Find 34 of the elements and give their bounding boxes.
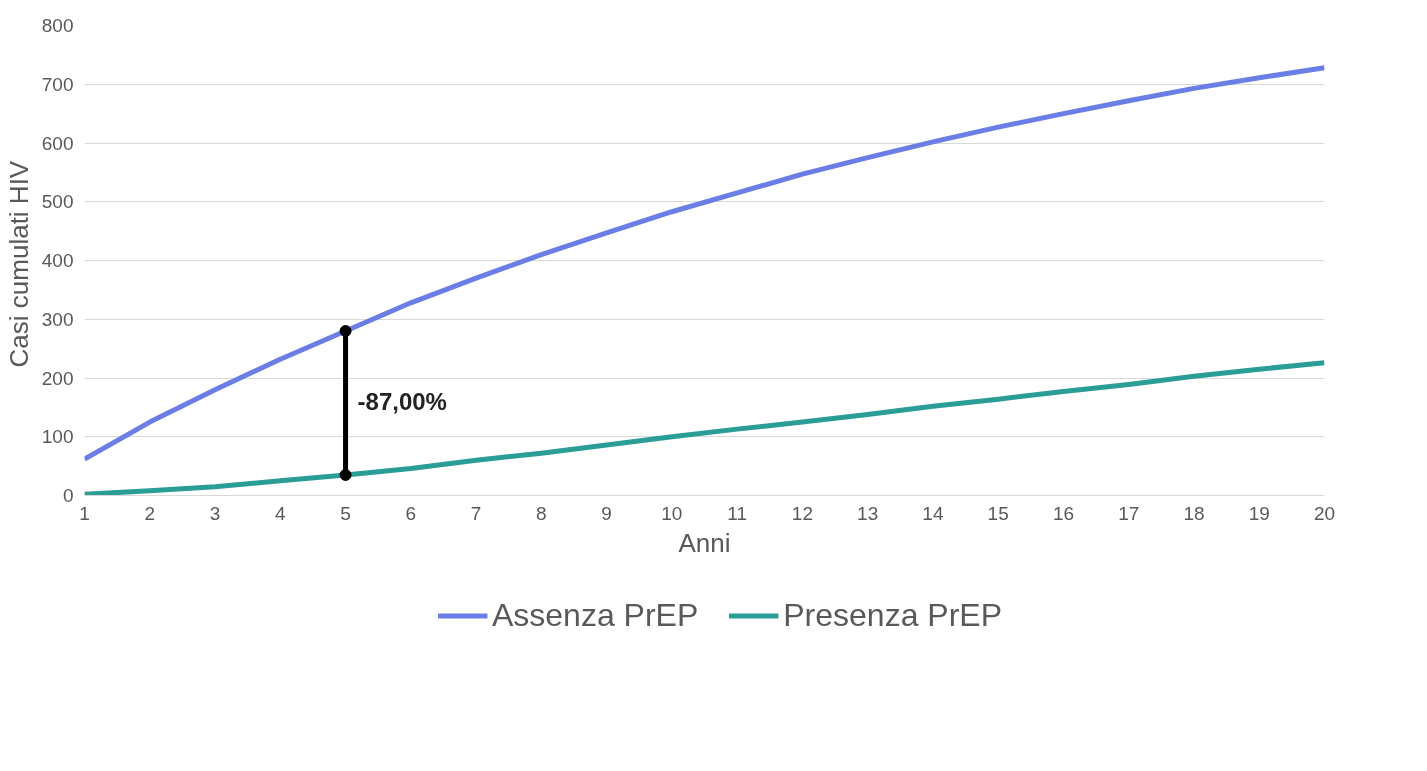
x-tick-label: 11 xyxy=(727,502,747,524)
y-tick-label: 100 xyxy=(41,426,74,448)
x-tick-label: 19 xyxy=(1248,502,1270,524)
x-axis-title: Anni xyxy=(678,527,731,558)
y-tick-label: 200 xyxy=(41,367,74,389)
x-tick-label: 8 xyxy=(536,502,547,524)
x-tick-label: 20 xyxy=(1313,502,1336,524)
y-tick-label: 600 xyxy=(41,132,74,154)
x-tick-label: 3 xyxy=(209,502,221,524)
x-tick-label: 17 xyxy=(1118,502,1140,524)
x-tick-label: 12 xyxy=(791,502,813,524)
x-tick-label: 13 xyxy=(857,502,879,524)
x-tick-label: 6 xyxy=(405,502,417,524)
x-tick-label: 2 xyxy=(144,502,156,524)
legend-label: Assenza PrEP xyxy=(491,596,699,634)
x-tick-label: 4 xyxy=(275,502,287,524)
x-tick-label: 14 xyxy=(922,502,944,524)
x-tick-label: 7 xyxy=(470,502,482,524)
y-tick-label: 500 xyxy=(41,191,74,213)
y-tick-label: 400 xyxy=(41,250,74,271)
x-tick-label: 5 xyxy=(340,502,351,524)
annotation: -87,00% xyxy=(357,388,447,415)
x-tick-label: 1 xyxy=(79,502,90,524)
y-tick-label: 300 xyxy=(41,308,74,330)
x-tick-label: 15 xyxy=(987,502,1009,524)
y-tick-label: 0 xyxy=(62,485,74,506)
x-tick-label: 16 xyxy=(1052,502,1075,524)
x-tick-label: 10 xyxy=(661,502,683,524)
x-tick-label: 9 xyxy=(601,502,612,524)
y-tick-label: 800 xyxy=(41,15,74,36)
y-tick-label: 700 xyxy=(41,73,74,95)
x-tick-label: 18 xyxy=(1183,502,1205,524)
y-axis-title: Casi cumulati HIV xyxy=(3,160,34,368)
legend-label: Presenza PrEP xyxy=(783,596,1003,634)
